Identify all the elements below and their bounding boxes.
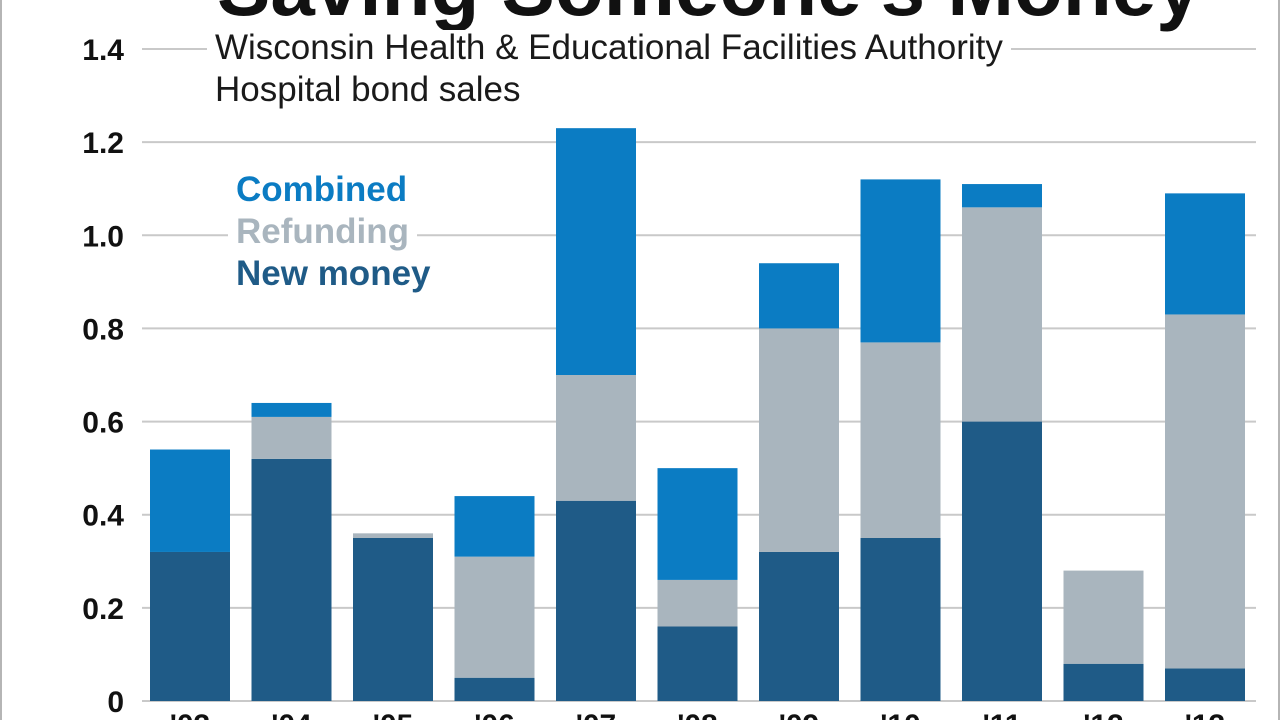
bar-new-money-8	[962, 421, 1042, 701]
y-tick-label-6: 1.2	[82, 127, 124, 160]
x-tick-label-9: '12	[1083, 709, 1124, 720]
bar-combined-6	[759, 263, 839, 329]
bar-refunding-6	[759, 328, 839, 552]
chart-subtitle-line-1: Wisconsin Health & Educational Facilitie…	[207, 30, 1011, 65]
bar-combined-5	[657, 468, 738, 580]
bar-new-money-6	[759, 551, 839, 701]
bar-refunding-2	[353, 533, 433, 538]
bar-combined-4	[556, 128, 636, 375]
y-tick-label-2: 0.4	[82, 500, 124, 533]
bar-new-money-10	[1165, 668, 1245, 701]
y-tick-label-3: 0.6	[82, 407, 124, 440]
x-tick-label-2: '05	[373, 709, 414, 720]
bar-combined-3	[454, 496, 535, 557]
y-tick-label-7: 1.4	[82, 34, 124, 67]
x-tick-label-5: '08	[677, 709, 718, 720]
bar-combined-10	[1165, 193, 1245, 315]
bar-combined-7	[860, 179, 941, 343]
chart-subtitle-line-2: Hospital bond sales	[207, 72, 529, 107]
legend-item-new-money: New money	[228, 256, 439, 291]
bar-new-money-0	[150, 551, 230, 701]
bar-refunding-8	[962, 207, 1042, 422]
bar-new-money-9	[1063, 663, 1144, 701]
y-tick-label-4: 0.8	[82, 313, 124, 346]
bar-refunding-4	[556, 375, 636, 501]
bar-refunding-3	[454, 556, 535, 678]
bar-refunding-10	[1165, 314, 1245, 669]
bar-new-money-5	[657, 626, 738, 701]
y-tick-label-0: 0	[107, 686, 124, 719]
bar-new-money-7	[860, 538, 941, 701]
x-tick-label-4: '07	[576, 709, 617, 720]
chart-headline: Saving Someone's Money	[217, 0, 1201, 34]
bar-refunding-1	[251, 416, 332, 459]
legend-item-combined: Combined	[228, 172, 416, 207]
legend-item-refunding: Refunding	[228, 214, 418, 249]
bar-refunding-9	[1063, 570, 1144, 664]
x-tick-label-0: '03	[170, 709, 211, 720]
bar-combined-0	[150, 449, 230, 552]
x-tick-label-1: '04	[271, 709, 312, 720]
y-tick-label-1: 0.2	[82, 593, 124, 626]
bar-refunding-7	[860, 342, 941, 538]
x-tick-label-6: '09	[779, 709, 820, 720]
x-tick-label-10: '13	[1185, 709, 1226, 720]
bar-combined-1	[251, 402, 332, 417]
x-tick-label-7: '10	[880, 709, 921, 720]
bar-combined-8	[962, 184, 1042, 208]
bar-new-money-2	[353, 538, 433, 701]
bar-refunding-5	[657, 579, 738, 627]
x-tick-label-3: '06	[474, 709, 515, 720]
bar-new-money-3	[454, 677, 535, 701]
bar-new-money-4	[556, 500, 636, 701]
y-tick-label-5: 1.0	[82, 220, 124, 253]
bar-new-money-1	[251, 458, 332, 701]
x-tick-label-8: '11	[983, 709, 1022, 720]
